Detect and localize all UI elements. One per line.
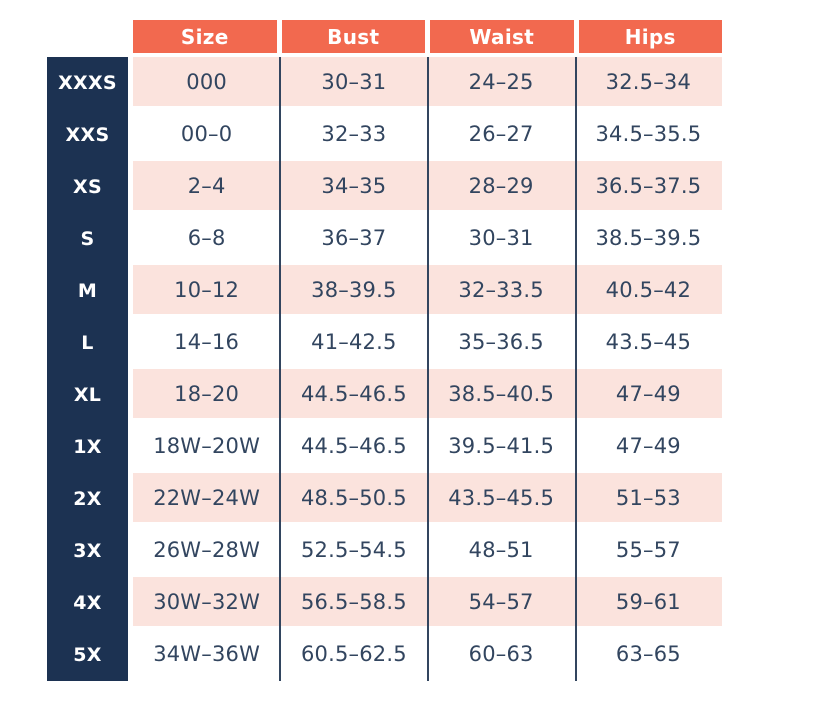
row-label-xxs: XXS (65, 124, 110, 146)
waist-cell: 32–33.5 (458, 277, 544, 302)
hips-cell: 47–49 (615, 433, 681, 458)
row-label-3x: 3X (73, 540, 102, 562)
waist-cell: 38.5–40.5 (448, 381, 555, 406)
row-label-xxxs: XXXS (58, 72, 117, 94)
bust-cell: 36–37 (321, 225, 387, 250)
column-header-waist: Waist (430, 20, 574, 53)
bust-cell: 32–33 (321, 121, 387, 146)
table-row: 2–4 34–35 28–29 36.5–37.5 (133, 161, 722, 210)
bust-cell: 48.5–50.5 (300, 485, 407, 510)
table-row: 26W–28W 52.5–54.5 48–51 55–57 (133, 525, 722, 574)
row-label-xs: XS (73, 176, 102, 198)
row-label-5x: 5X (73, 644, 102, 666)
size-cell: 18–20 (174, 381, 240, 406)
hips-cell: 32.5–34 (605, 69, 692, 94)
row-label-l: L (81, 332, 94, 354)
bust-cell: 44.5–46.5 (300, 433, 407, 458)
waist-cell: 24–25 (468, 69, 534, 94)
waist-cell: 60–63 (468, 641, 534, 666)
row-label-1x: 1X (73, 436, 102, 458)
bust-cell: 60.5–62.5 (300, 641, 407, 666)
size-label-column: XXXS XXS XS S M L XL 1X 2X 3X 4X 5X (47, 57, 128, 681)
hips-cell: 59–61 (615, 589, 681, 614)
waist-cell: 39.5–41.5 (448, 433, 555, 458)
bust-cell: 56.5–58.5 (300, 589, 407, 614)
column-divider-bust-waist (427, 57, 429, 681)
size-cell: 10–12 (174, 277, 240, 302)
waist-cell: 28–29 (468, 173, 534, 198)
bust-cell: 52.5–54.5 (300, 537, 407, 562)
size-cell: 18W–20W (153, 433, 261, 458)
size-cell: 34W–36W (153, 641, 261, 666)
bust-cell: 34–35 (321, 173, 387, 198)
hips-cell: 63–65 (615, 641, 681, 666)
waist-cell: 35–36.5 (458, 329, 544, 354)
bust-cell: 38–39.5 (311, 277, 397, 302)
column-divider-size-bust (279, 57, 281, 681)
column-header-hips: Hips (578, 20, 722, 53)
size-cell: 6–8 (187, 225, 226, 250)
waist-cell: 43.5–45.5 (448, 485, 555, 510)
hips-cell: 34.5–35.5 (595, 121, 702, 146)
row-label-xl: XL (73, 384, 102, 406)
waist-cell: 26–27 (468, 121, 534, 146)
hips-cell: 51–53 (615, 485, 681, 510)
hips-cell: 36.5–37.5 (595, 173, 702, 198)
waist-cell: 48–51 (468, 537, 534, 562)
bust-cell: 44.5–46.5 (300, 381, 407, 406)
size-cell: 14–16 (174, 329, 240, 354)
waist-cell: 30–31 (468, 225, 534, 250)
size-cell: 30W–32W (153, 589, 261, 614)
hips-cell: 47–49 (615, 381, 681, 406)
hips-cell: 38.5–39.5 (595, 225, 702, 250)
row-label-2x: 2X (73, 488, 102, 510)
row-label-s: S (80, 228, 95, 250)
size-cell: 000 (186, 69, 227, 94)
column-header-bust: Bust (281, 20, 425, 53)
hips-cell: 40.5–42 (605, 277, 692, 302)
bust-cell: 30–31 (321, 69, 387, 94)
column-divider-waist-hips (575, 57, 577, 681)
bust-cell: 41–42.5 (311, 329, 397, 354)
row-label-m: M (77, 280, 98, 302)
size-cell: 00–0 (180, 121, 233, 146)
row-label-4x: 4X (73, 592, 102, 614)
table-header-row: Size Bust Waist Hips (133, 20, 722, 53)
size-cell: 2–4 (187, 173, 226, 198)
size-cell: 22W–24W (153, 485, 261, 510)
hips-cell: 55–57 (615, 537, 681, 562)
waist-cell: 54–57 (468, 589, 534, 614)
hips-cell: 43.5–45 (605, 329, 692, 354)
size-cell: 26W–28W (153, 537, 261, 562)
column-header-size: Size (133, 20, 277, 53)
